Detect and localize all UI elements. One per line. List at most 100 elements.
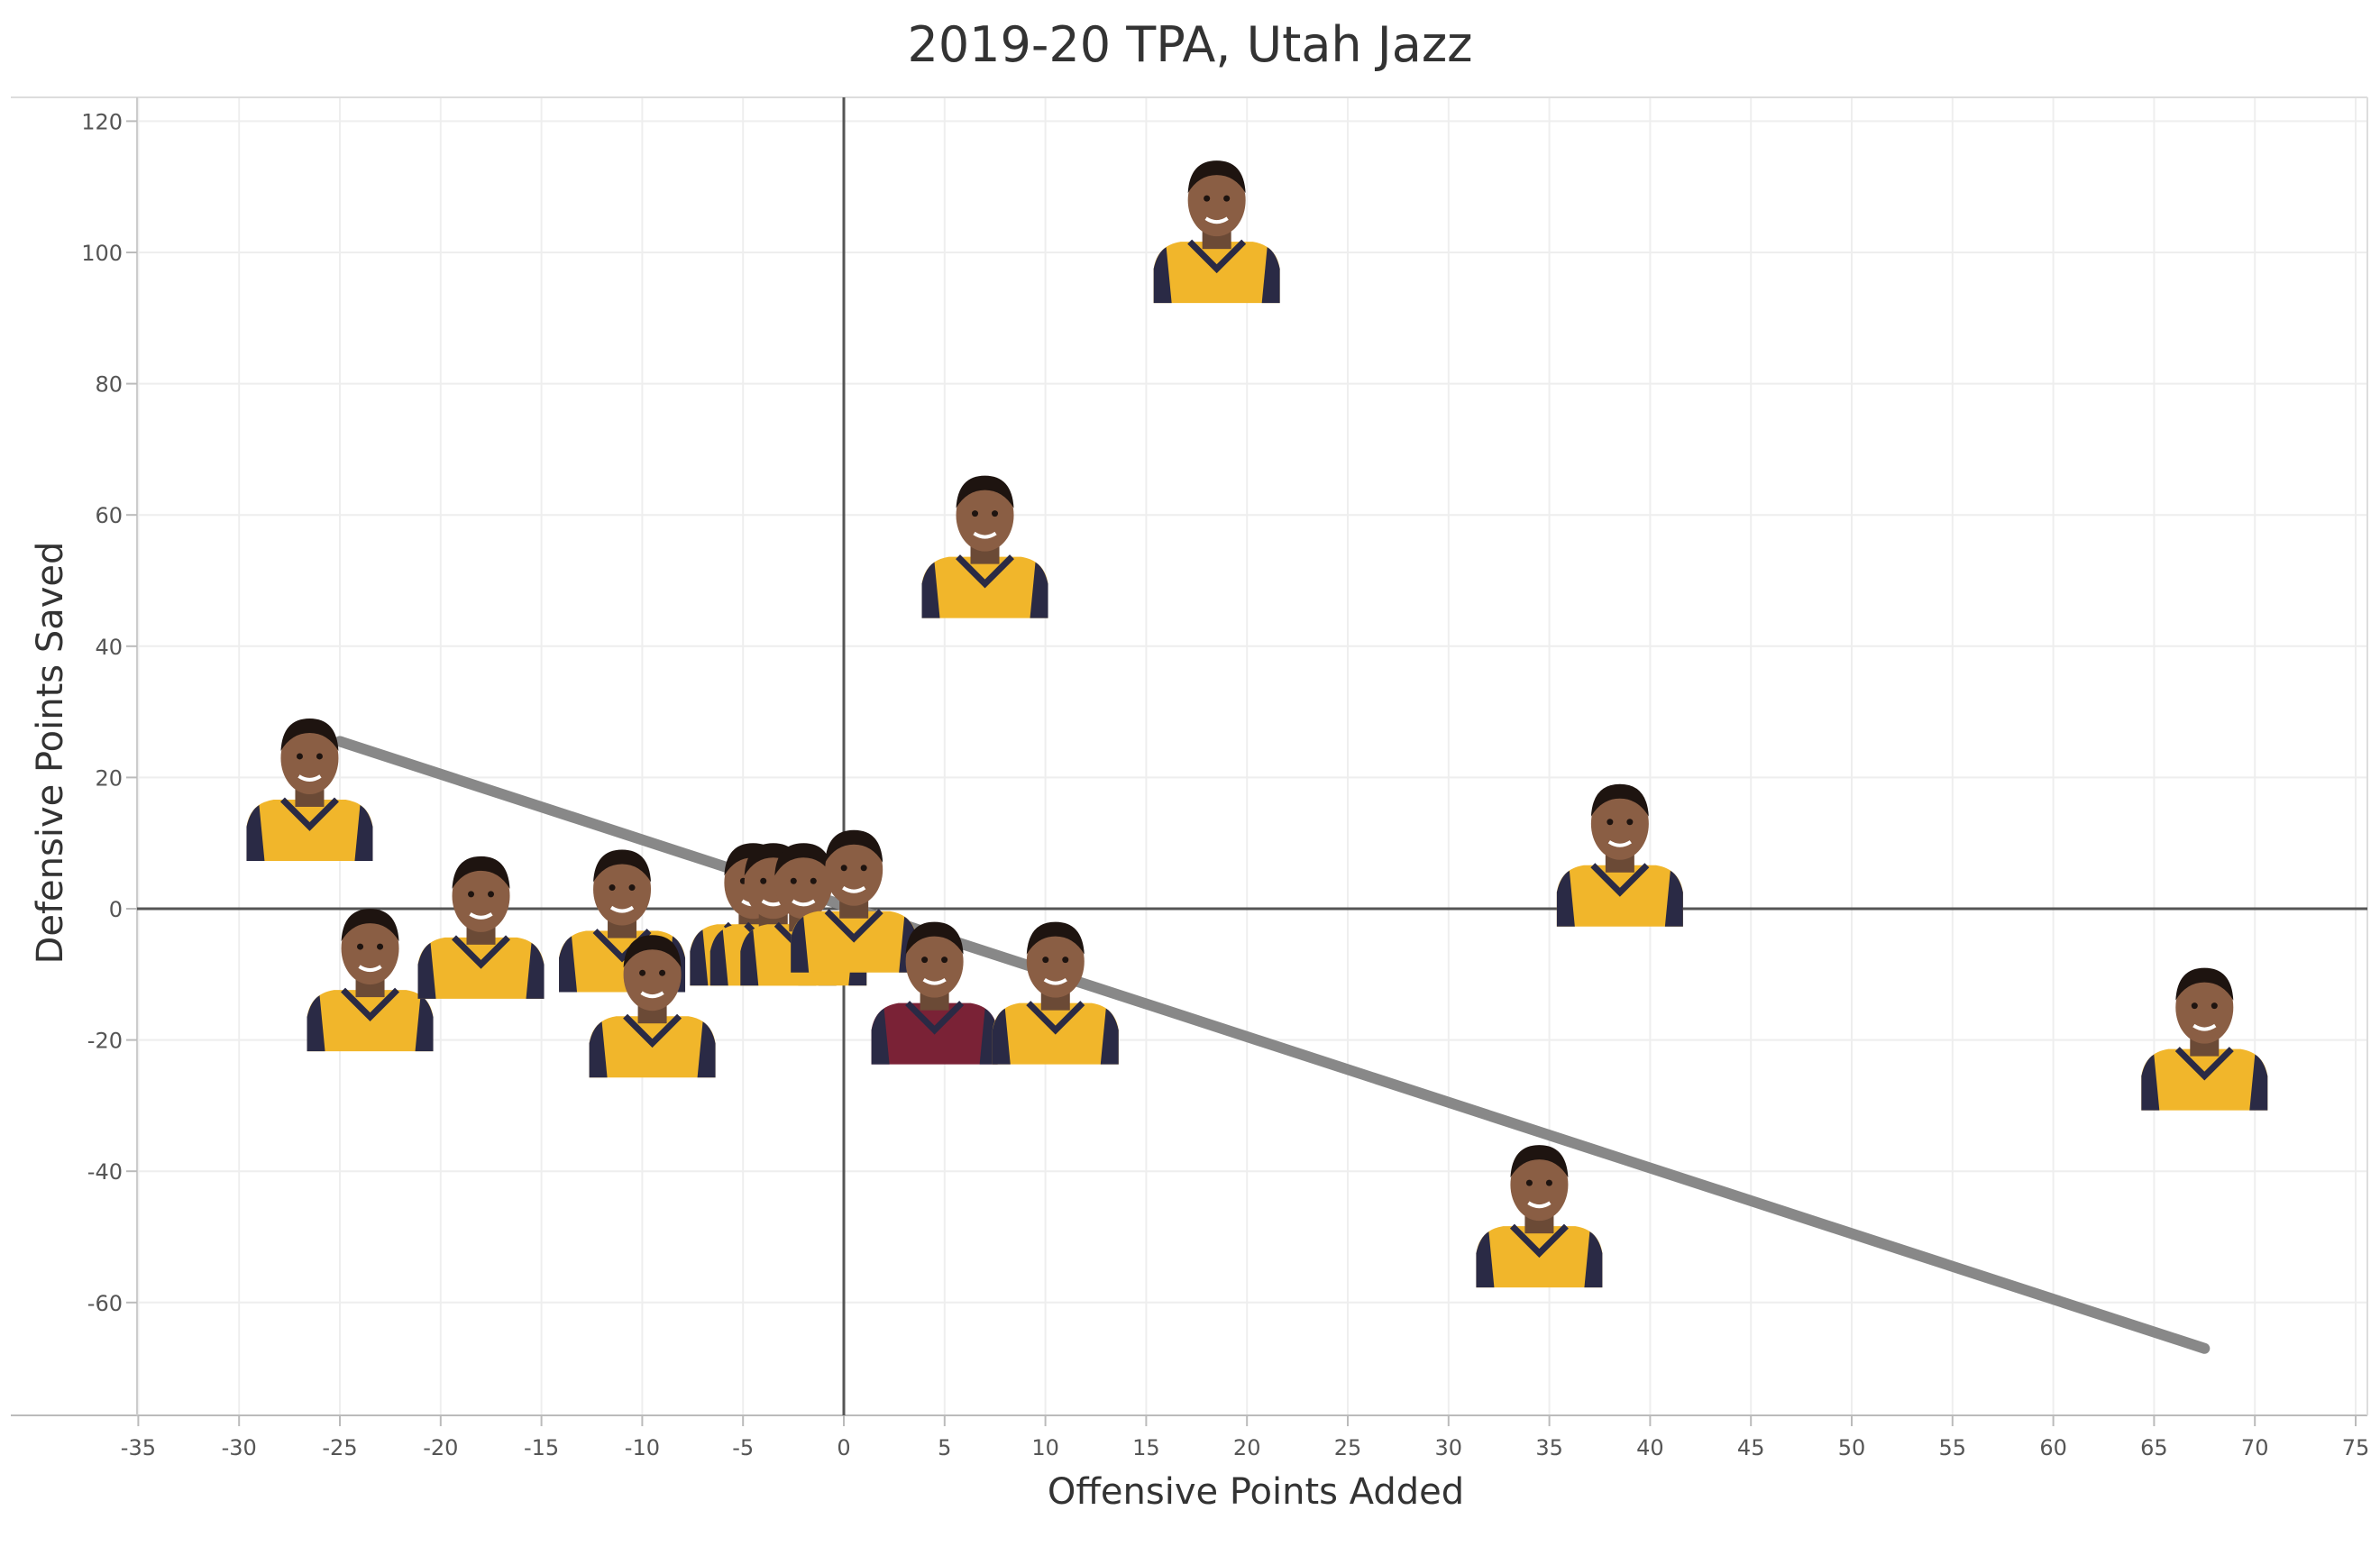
- player-head: [774, 847, 833, 920]
- y-tick-label: 40: [95, 635, 123, 660]
- player-head: [452, 859, 510, 932]
- jersey-trim-left: [1476, 1231, 1495, 1288]
- y-tick-label: -20: [87, 1029, 123, 1054]
- jersey-trim-left: [740, 929, 759, 986]
- y-tick-label: 100: [81, 241, 123, 266]
- jersey-collar: [1026, 1001, 1085, 1035]
- jersey-trim-left: [1556, 870, 1575, 927]
- jersey-trim-right: [1100, 1008, 1119, 1065]
- jersey-collar: [824, 909, 883, 943]
- player-hair: [956, 475, 1014, 508]
- plot-frame: [11, 96, 2368, 1416]
- player-head: [825, 833, 883, 906]
- player-eye: [1204, 195, 1211, 202]
- y-tick-label: 80: [95, 372, 123, 398]
- jersey-trim-left: [2141, 1054, 2160, 1111]
- player-eye: [1606, 819, 1614, 826]
- player-point: [992, 921, 1119, 1065]
- grid-layer: [137, 97, 2367, 1415]
- player-smile: [1527, 1201, 1552, 1209]
- player-smile: [640, 991, 664, 999]
- player-smile: [1043, 977, 1067, 985]
- jersey-trim-right: [1584, 1231, 1603, 1288]
- player-eye: [316, 753, 323, 760]
- x-tick-label: 35: [1535, 1435, 1563, 1460]
- player-eye: [357, 943, 364, 950]
- x-tick-label: 0: [837, 1435, 850, 1460]
- player-point: [417, 856, 545, 999]
- player-smile: [842, 886, 866, 893]
- y-tick-label: 60: [95, 503, 123, 528]
- jersey-trim-left: [246, 804, 265, 861]
- player-hair: [905, 921, 964, 955]
- player-head: [623, 938, 682, 1012]
- y-axis-label: Defensive Points Saved: [30, 541, 71, 965]
- player-eye: [1525, 1179, 1533, 1186]
- jersey-trim-left: [871, 1008, 890, 1065]
- player-smile: [792, 899, 816, 907]
- player-eye: [609, 884, 616, 892]
- player-eye: [659, 969, 666, 976]
- player-hair: [593, 849, 652, 883]
- player-hair: [774, 843, 833, 876]
- jersey-collar: [2174, 1047, 2234, 1081]
- player-head: [1187, 164, 1246, 237]
- x-tick-label: -5: [732, 1435, 754, 1460]
- player-smile: [922, 977, 947, 985]
- player-eye: [921, 957, 929, 964]
- jersey-trim-right: [415, 995, 434, 1052]
- x-tick-label: -10: [625, 1435, 660, 1460]
- jersey-collar: [341, 987, 400, 1022]
- x-tick-label: -25: [322, 1435, 357, 1460]
- player-point: [1476, 1145, 1603, 1288]
- player-point: [921, 475, 1048, 618]
- points-layer: [246, 160, 2268, 1288]
- x-tick-label: 15: [1132, 1435, 1160, 1460]
- player-eye: [377, 943, 384, 950]
- player-eye: [790, 877, 797, 884]
- y-axis-ticks: 120 100 80 60 40 20 0 -20 -40 -60: [81, 109, 137, 1316]
- player-eye: [639, 969, 646, 976]
- player-point: [1556, 783, 1683, 927]
- player-head: [1590, 787, 1649, 860]
- player-eye: [1042, 957, 1049, 964]
- player-hair: [623, 935, 682, 968]
- jersey-trim-right: [354, 804, 373, 861]
- player-head: [593, 853, 652, 926]
- player-eye: [296, 753, 303, 760]
- player-eye: [810, 877, 817, 884]
- y-tick-label: 20: [95, 765, 123, 791]
- player-smile: [2192, 1023, 2217, 1031]
- jersey-trim-right: [697, 1021, 716, 1078]
- jersey-trim-left: [1153, 247, 1172, 304]
- y-tick-label: 0: [109, 897, 123, 922]
- player-hair: [1187, 160, 1246, 194]
- player-smile: [469, 912, 493, 920]
- trend-line: [334, 736, 2211, 1354]
- x-axis-label: Offensive Points Added: [1047, 1471, 1465, 1513]
- player-smile: [973, 531, 997, 539]
- x-tick-label: 40: [1636, 1435, 1664, 1460]
- player-hair: [2175, 967, 2234, 1001]
- chart-title: 2019-20 TPA, Utah Jazz: [907, 16, 1473, 73]
- player-head: [1510, 1149, 1569, 1222]
- player-eye: [2211, 1002, 2218, 1010]
- player-hair: [1026, 921, 1085, 955]
- jersey-collar: [905, 1001, 965, 1035]
- y-tick-label: -40: [87, 1159, 123, 1185]
- x-tick-label: 70: [2241, 1435, 2269, 1460]
- player-head: [341, 912, 399, 985]
- player-smile: [1204, 216, 1229, 224]
- player-eye: [1223, 195, 1231, 202]
- player-smile: [1607, 840, 1632, 847]
- x-tick-label: -15: [524, 1435, 559, 1460]
- jersey-trim-right: [1030, 562, 1048, 618]
- jersey-trim-right: [2249, 1054, 2268, 1111]
- player-point: [871, 921, 998, 1065]
- player-smile: [609, 905, 635, 913]
- player-point: [1153, 160, 1280, 304]
- y-tick-label: -60: [87, 1291, 123, 1316]
- player-point: [246, 718, 373, 861]
- jersey-trim-right: [526, 942, 545, 999]
